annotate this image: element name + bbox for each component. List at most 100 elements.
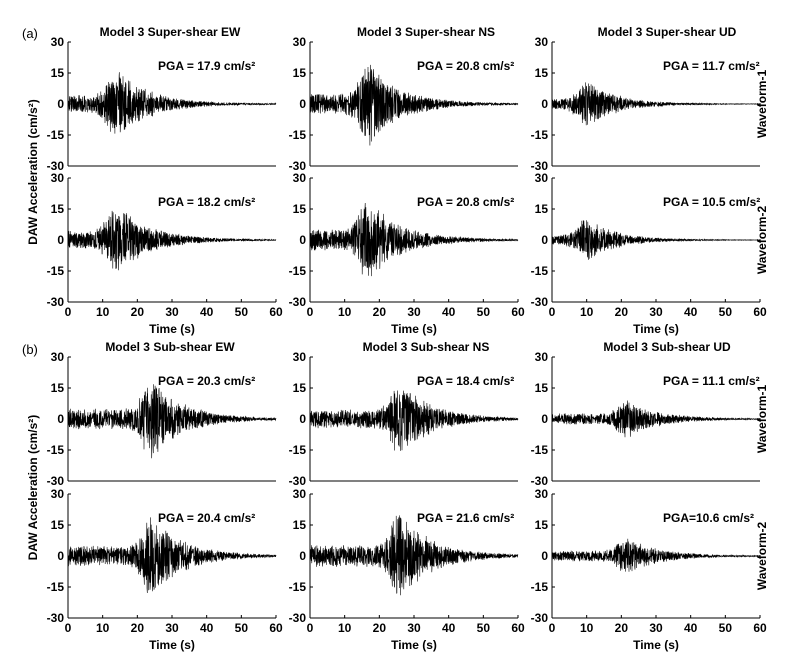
y-tick-label: 30 <box>293 171 307 185</box>
y-tick-label: -15 <box>47 128 65 142</box>
y-tick-label: -15 <box>289 128 307 142</box>
y-tick-label: 0 <box>541 549 548 563</box>
pga-label: PGA = 18.2 cm/s² <box>158 195 255 209</box>
y-tick-label: 30 <box>535 35 549 49</box>
panel-title: Model 3 Sub-shear NS <box>363 340 490 354</box>
panel-title: Model 3 Super-shear UD <box>598 25 737 39</box>
y-tick-label: 0 <box>299 412 306 426</box>
y-tick-label: 0 <box>299 233 306 247</box>
x-tick-label: 20 <box>131 305 145 319</box>
y-tick-label: -15 <box>531 264 549 278</box>
y-tick-label: -30 <box>289 295 307 309</box>
x-tick-label: 50 <box>477 621 491 635</box>
y-tick-label: 15 <box>293 518 307 532</box>
y-tick-label: -15 <box>289 580 307 594</box>
x-tick-label: 40 <box>684 305 698 319</box>
x-tick-label: 20 <box>131 621 145 635</box>
pga-label: PGA = 11.1 cm/s² <box>663 374 760 388</box>
y-tick-label: 15 <box>51 202 65 216</box>
y-tick-label: -15 <box>47 443 65 457</box>
x-tick-label: 10 <box>338 621 352 635</box>
waveform-series <box>551 220 761 260</box>
y-tick-label: 0 <box>57 97 64 111</box>
panel-title: Model 3 Sub-shear EW <box>105 340 235 354</box>
y-tick-label: 0 <box>299 549 306 563</box>
waveform-series <box>551 82 761 126</box>
x-tick-label: 30 <box>649 305 663 319</box>
x-tick-label: 20 <box>615 621 629 635</box>
y-tick-label: -15 <box>47 580 65 594</box>
y-tick-label: 15 <box>535 202 549 216</box>
x-tick-label: 60 <box>753 305 767 319</box>
y-tick-label: -30 <box>47 295 65 309</box>
pga-label: PGA = 20.8 cm/s² <box>417 59 514 73</box>
x-tick-label: 0 <box>65 305 72 319</box>
y-tick-label: 15 <box>293 202 307 216</box>
x-tick-label: 40 <box>442 305 456 319</box>
x-tick-label: 0 <box>549 621 556 635</box>
x-tick-label: 30 <box>649 621 663 635</box>
x-tick-label: 30 <box>407 305 421 319</box>
x-tick-label: 10 <box>96 305 110 319</box>
y-axis-label: DAW Acceleration (cm/s²) <box>26 99 40 245</box>
waveform-series <box>551 538 761 572</box>
y-tick-label: 30 <box>51 35 65 49</box>
x-axis-label: Time (s) <box>633 322 679 336</box>
y-tick-label: -30 <box>47 611 65 625</box>
x-tick-label: 60 <box>269 305 283 319</box>
y-tick-label: -15 <box>47 264 65 278</box>
pga-label: PGA = 18.4 cm/s² <box>417 374 514 388</box>
x-tick-label: 0 <box>549 305 556 319</box>
pga-label: PGA = 21.6 cm/s² <box>417 511 514 525</box>
waveform-series <box>309 202 519 277</box>
pga-label: PGA = 10.5 cm/s² <box>663 195 760 209</box>
y-tick-label: 30 <box>51 487 65 501</box>
waveform-label: Waveform-2 <box>755 522 769 591</box>
y-tick-label: 0 <box>57 412 64 426</box>
y-tick-label: 30 <box>51 350 65 364</box>
y-tick-label: 15 <box>535 381 549 395</box>
waveform-series <box>309 64 519 146</box>
panel-title: Model 3 Super-shear NS <box>357 25 495 39</box>
y-tick-label: -15 <box>289 264 307 278</box>
y-tick-label: 30 <box>535 350 549 364</box>
x-tick-label: 10 <box>338 305 352 319</box>
x-tick-label: 30 <box>165 305 179 319</box>
waveform-series <box>67 72 277 134</box>
y-tick-label: 30 <box>293 487 307 501</box>
y-tick-label: 15 <box>293 381 307 395</box>
x-axis-label: Time (s) <box>149 322 195 336</box>
y-tick-label: -30 <box>47 159 65 173</box>
x-tick-label: 60 <box>511 305 525 319</box>
x-tick-label: 40 <box>442 621 456 635</box>
pga-label: PGA = 17.9 cm/s² <box>158 59 255 73</box>
x-tick-label: 40 <box>200 305 214 319</box>
x-tick-label: 30 <box>407 621 421 635</box>
pga-label: PGA = 20.8 cm/s² <box>417 195 514 209</box>
waveform-label: Waveform-1 <box>755 385 769 454</box>
x-tick-label: 50 <box>719 621 733 635</box>
x-tick-label: 40 <box>684 621 698 635</box>
x-tick-label: 60 <box>753 621 767 635</box>
x-tick-label: 50 <box>235 305 249 319</box>
section-label: (a) <box>22 26 38 41</box>
y-tick-label: 30 <box>535 487 549 501</box>
waveform-series <box>551 400 761 438</box>
x-tick-label: 20 <box>615 305 629 319</box>
waveform-series <box>309 390 519 451</box>
x-tick-label: 40 <box>200 621 214 635</box>
x-tick-label: 0 <box>65 621 72 635</box>
y-tick-label: 15 <box>535 66 549 80</box>
panel-title: Model 3 Super-shear EW <box>100 25 241 39</box>
waveform-series <box>309 515 519 596</box>
y-tick-label: 0 <box>541 412 548 426</box>
x-tick-label: 10 <box>580 621 594 635</box>
x-axis-label: Time (s) <box>391 322 437 336</box>
x-tick-label: 50 <box>477 305 491 319</box>
waveform-label: Waveform-2 <box>755 206 769 275</box>
y-tick-label: -30 <box>531 611 549 625</box>
pga-label: PGA = 20.4 cm/s² <box>158 511 255 525</box>
x-tick-label: 60 <box>269 621 283 635</box>
y-tick-label: 15 <box>51 518 65 532</box>
